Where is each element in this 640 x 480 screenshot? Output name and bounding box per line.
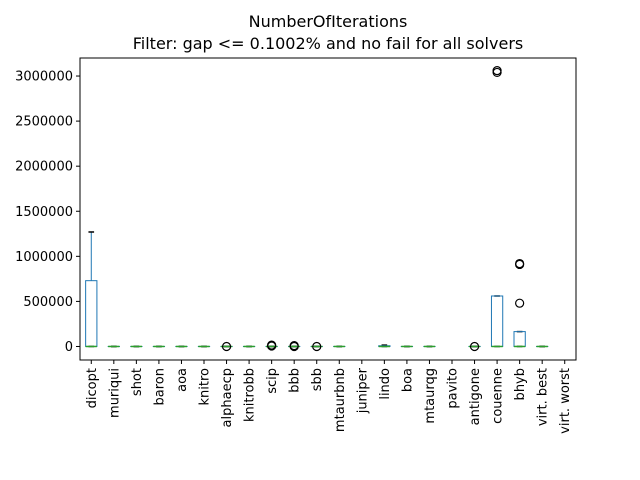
x-tick-label: aoa bbox=[175, 368, 190, 392]
outlier-point bbox=[515, 258, 525, 269]
y-tick-label: 1500000 bbox=[15, 205, 73, 220]
box-dicopt bbox=[85, 231, 98, 348]
x-tick-label: knitrobb bbox=[243, 368, 258, 422]
x-tick-label: juniper bbox=[355, 367, 370, 414]
y-tick-label: 2000000 bbox=[15, 160, 73, 175]
x-tick-label: scip bbox=[265, 368, 280, 394]
y-tick-label: 0 bbox=[65, 340, 73, 355]
y-tick-label: 1000000 bbox=[15, 250, 73, 265]
x-tick-label: muriqui bbox=[107, 368, 122, 418]
chart-subtitle: Filter: gap <= 0.1002% and no fail for a… bbox=[133, 34, 523, 53]
y-axis: 0 500000 1000000 1500000 2000000 2500000 30000… bbox=[15, 70, 80, 355]
x-tick-label: sbb bbox=[310, 368, 325, 391]
plot-frame bbox=[79, 57, 577, 361]
x-tick-label: knitro bbox=[198, 368, 213, 406]
x-tick-label: shot bbox=[130, 368, 145, 396]
box-bbb bbox=[288, 340, 301, 352]
x-tick-label: virt. best bbox=[536, 368, 551, 426]
box-scip bbox=[265, 340, 278, 351]
x-tick-label: dicopt bbox=[85, 368, 100, 408]
outlier-point bbox=[289, 340, 299, 351]
box-antigone bbox=[468, 341, 481, 352]
x-tick-label: boa bbox=[400, 368, 415, 392]
outlier-point bbox=[469, 341, 480, 352]
iqr-box bbox=[513, 331, 526, 347]
iqr-box bbox=[490, 295, 504, 347]
box-couenne bbox=[490, 66, 504, 348]
outlier-point bbox=[515, 298, 525, 308]
x-tick-label: alphaecp bbox=[220, 368, 235, 427]
y-tick-label: 2500000 bbox=[15, 115, 73, 130]
chart-title: NumberOfIterations bbox=[249, 12, 408, 31]
x-tick-label: pavito bbox=[446, 368, 461, 409]
outlier-point bbox=[312, 341, 322, 352]
x-tick-label: bhyb bbox=[513, 368, 528, 400]
outlier-point bbox=[267, 340, 277, 350]
x-tick-label: mtaurqg bbox=[423, 368, 438, 424]
y-tick-label: 500000 bbox=[23, 295, 73, 310]
plot-area bbox=[85, 66, 549, 352]
box-bhyb bbox=[513, 258, 526, 348]
box-lindo bbox=[378, 344, 391, 348]
x-tick-label: virt. worst bbox=[558, 368, 573, 434]
x-tick-label: mtaurbnb bbox=[333, 368, 348, 432]
x-tick-label: baron bbox=[152, 368, 167, 405]
outlier-point bbox=[492, 67, 502, 78]
x-axis: dicopt muriqui shot baron aoa knitro alphaecp k… bbox=[85, 360, 573, 434]
y-tick-label: 3000000 bbox=[15, 70, 73, 85]
outlier-point bbox=[492, 66, 502, 76]
x-tick-label: couenne bbox=[491, 368, 506, 424]
box-alphaecp bbox=[220, 341, 233, 352]
outlier-point bbox=[221, 341, 232, 352]
box-sbb bbox=[310, 341, 323, 352]
iqr-box bbox=[85, 280, 98, 347]
x-tick-label: antigone bbox=[468, 368, 483, 425]
x-tick-label: bbb bbox=[288, 368, 303, 393]
x-tick-label: lindo bbox=[378, 368, 393, 400]
